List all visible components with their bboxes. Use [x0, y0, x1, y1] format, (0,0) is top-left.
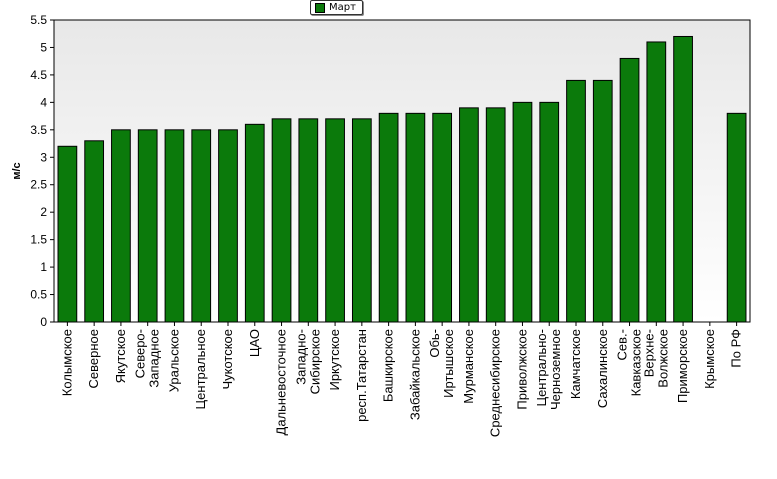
y-tick-label: 5.5 — [30, 13, 47, 27]
bar — [378, 112, 399, 323]
bar — [673, 35, 693, 323]
x-tick-label: Якутское — [113, 329, 128, 383]
bar — [218, 129, 238, 323]
bar — [646, 41, 667, 323]
x-tick-label: Приволжское — [514, 329, 529, 410]
x-tick-label: Сев.-Кавказское — [615, 329, 644, 396]
y-tick-label: 0.5 — [30, 288, 47, 302]
bar — [244, 123, 265, 323]
x-tick-label: Сахалинское — [595, 329, 610, 408]
x-tick-label: Центрально-Черноземное — [534, 329, 563, 410]
x-tick-label: Среднесибирское — [488, 329, 503, 437]
x-tick-label: Верхне-Волжское — [641, 329, 670, 388]
y-tick-label: 1.5 — [30, 233, 47, 247]
legend: Март — [310, 0, 363, 15]
x-tick-label: Мурманское — [461, 329, 476, 404]
x-tick-label: Камчатское — [568, 329, 583, 399]
x-tick-label: ЦАО — [247, 329, 262, 357]
bar — [164, 129, 185, 323]
x-tick-label: Чукотское — [220, 329, 235, 390]
bar — [459, 107, 479, 323]
bar — [485, 107, 506, 323]
bar — [191, 129, 212, 323]
y-tick-label: 4.5 — [30, 68, 47, 82]
bar — [325, 118, 345, 323]
x-tick-label: Обь-Иртышское — [427, 329, 456, 398]
x-tick-label: Северное — [86, 329, 101, 388]
x-tick-label: Центральное — [193, 329, 208, 409]
legend-label: Март — [329, 2, 356, 13]
bar — [298, 118, 319, 323]
y-tick-label: 3.5 — [30, 123, 47, 137]
y-tick-label: 2.5 — [30, 178, 47, 192]
y-tick-label: 4 — [40, 95, 47, 109]
y-tick-label: 3 — [40, 150, 47, 164]
bar — [539, 101, 560, 323]
bar — [405, 112, 426, 323]
bar — [271, 118, 292, 323]
x-tick-label: Приморское — [675, 329, 690, 403]
bar — [619, 57, 640, 323]
x-tick-label: Колымское — [59, 329, 74, 396]
y-tick-label: 0 — [40, 315, 47, 329]
bar — [512, 101, 533, 323]
bar — [351, 118, 372, 323]
y-tick-label: 5 — [40, 40, 47, 54]
x-tick-label: По РФ — [729, 329, 744, 368]
bar — [84, 140, 105, 323]
x-tick-label: Уральское — [166, 329, 181, 392]
x-tick-label: Иркутское — [327, 329, 342, 391]
x-tick-label: Дальневосточное — [274, 329, 289, 435]
x-tick-label: Крымское — [702, 329, 717, 389]
y-tick-label: 1 — [40, 260, 47, 274]
x-tick-label: респ.Татарстан — [354, 329, 369, 422]
x-tick-label: Западно-Сибирское — [293, 329, 322, 394]
bar — [592, 79, 613, 323]
x-tick-label: Северо-Западное — [133, 329, 162, 388]
y-axis-label: м/с — [11, 162, 23, 179]
bar — [726, 112, 747, 323]
bar — [111, 129, 131, 323]
bar — [137, 129, 158, 323]
bar — [432, 112, 453, 323]
y-tick-label: 2 — [40, 205, 47, 219]
plot-area — [53, 19, 751, 323]
x-tick-label: Башкирское — [381, 329, 396, 402]
x-tick-label: Забайкальское — [407, 329, 422, 420]
bar — [57, 145, 78, 323]
legend-swatch — [315, 2, 325, 13]
bar — [566, 79, 586, 323]
